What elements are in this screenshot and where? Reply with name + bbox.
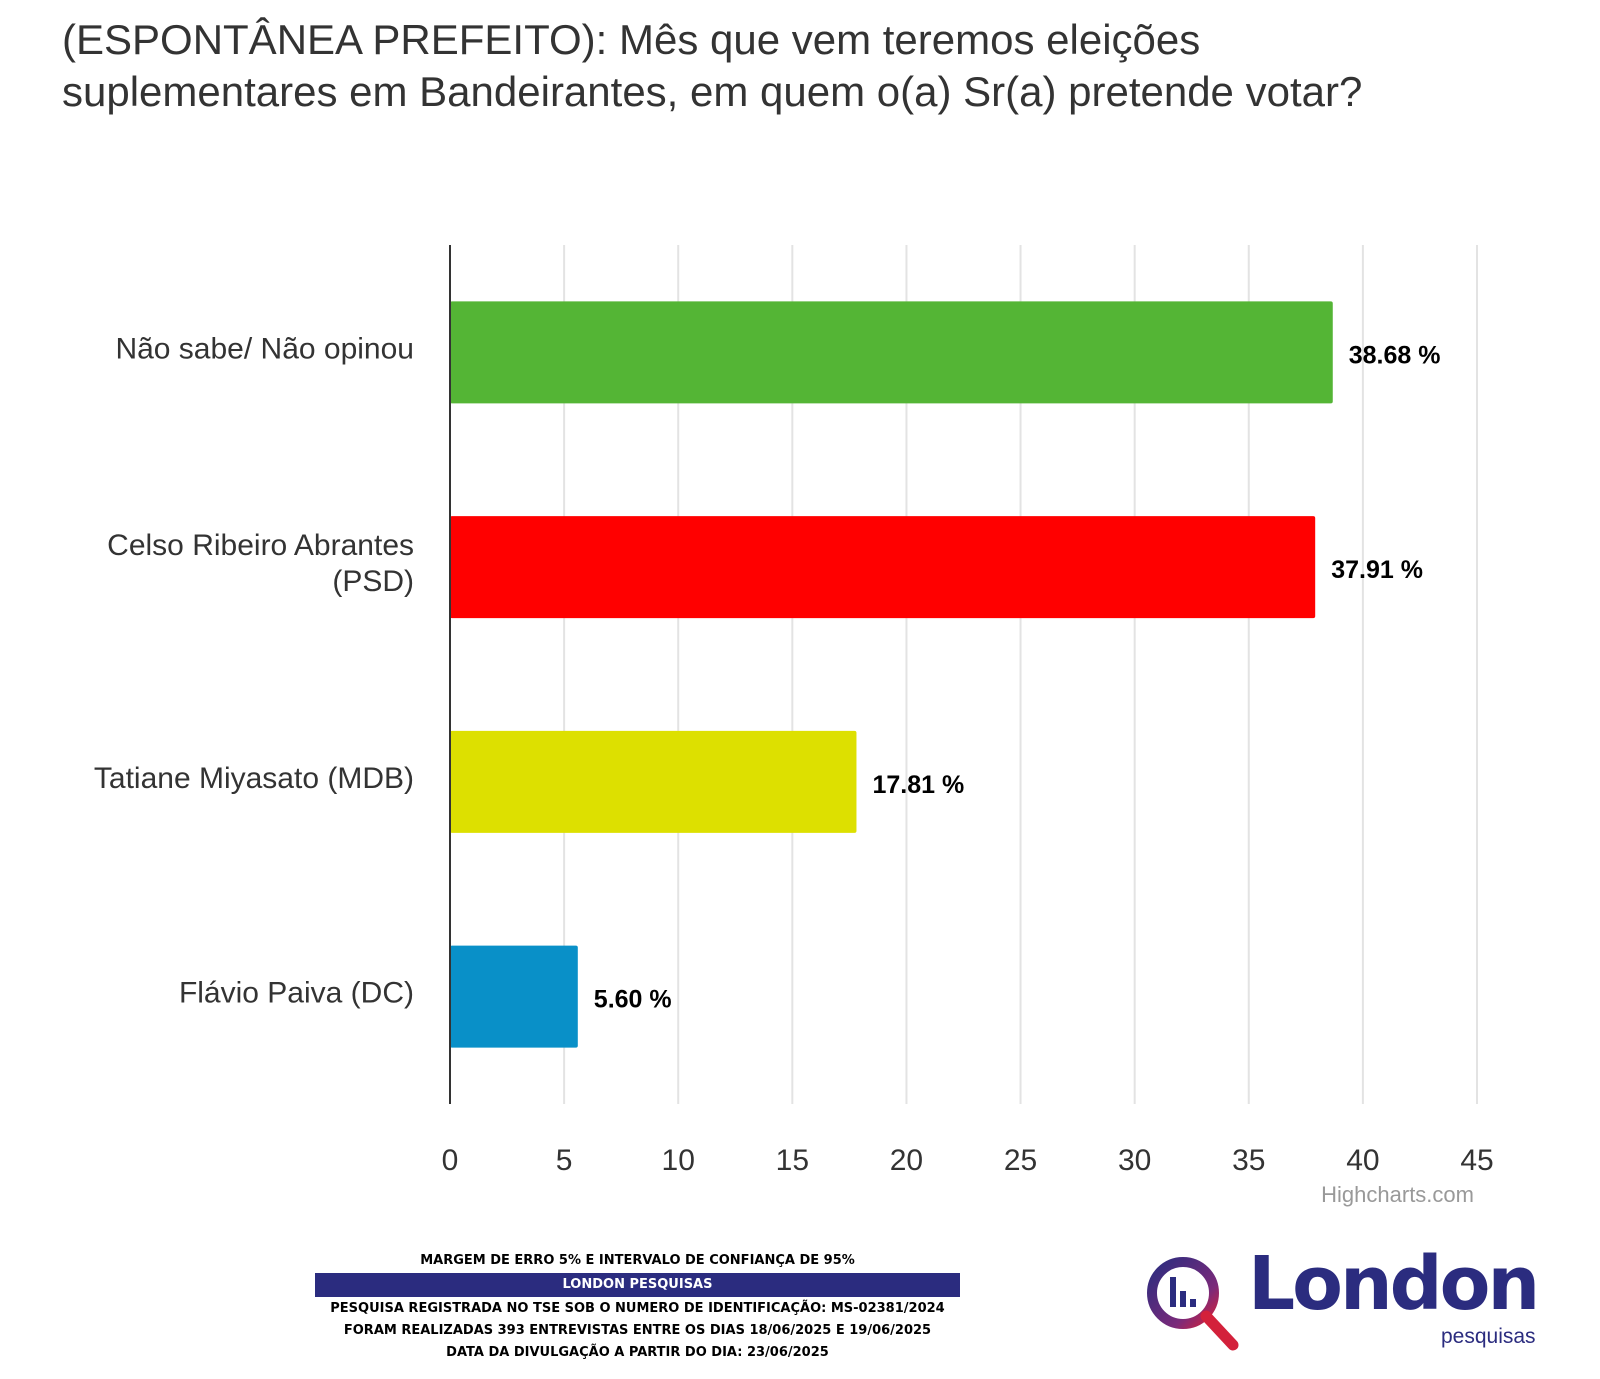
bar [450,730,857,833]
x-tick-label: 40 [1346,1144,1379,1177]
x-tick-label: 10 [662,1144,695,1177]
footer-banner: LONDON PESQUISAS [315,1273,960,1297]
x-tick-label: 25 [1004,1144,1037,1177]
x-tick-label: 45 [1460,1144,1493,1177]
footer-margin-text: MARGEM DE ERRO 5% E INTERVALO DE CONFIAN… [420,1253,855,1268]
footer-interviews-text: FORAM REALIZADAS 393 ENTREVISTAS ENTRE O… [343,1323,932,1338]
x-tick-label: 30 [1118,1144,1151,1177]
bar [450,945,578,1048]
category-labels: Não sabe/ Não opinou Celso Ribeiro Abrant… [94,332,414,1009]
data-label: 37.91 % [1331,556,1423,584]
x-tick-label: 20 [890,1144,923,1177]
category-label: Não sabe/ Não opinou [115,332,414,365]
bar [450,301,1333,404]
category-label: Flávio Paiva (DC) [179,977,414,1010]
data-labels: 38.68 % 37.91 % 17.81 % 5.60 % [594,341,1441,1013]
footer-release-date-text: DATA DA DIVULGAÇÃO A PARTIR DO DIA: 23/0… [446,1345,829,1360]
data-label: 38.68 % [1349,341,1441,369]
logo-wordmark: London [1248,1241,1540,1327]
magnifier-chart-icon [1147,1257,1239,1351]
footer-registration-text: PESQUISA REGISTRADA NO TSE SOB O NUMERO … [330,1301,945,1316]
bars [450,301,1333,1048]
highcharts-credit[interactable]: Highcharts.com [1321,1182,1474,1207]
x-axis-ticks: 0 5 10 15 20 25 30 35 40 45 [442,1144,1494,1177]
london-logo: London pesquisas [1145,1241,1545,1365]
chart-title: (ESPONTÂNEA PREFEITO): Mês que vem terem… [62,16,1363,115]
bar-chart: Não sabe/ Não opinou Celso Ribeiro Abrant… [94,245,1494,1177]
category-label: Tatiane Miyasato (MDB) [94,762,414,795]
x-tick-label: 35 [1232,1144,1265,1177]
x-tick-label: 0 [442,1144,459,1177]
x-tick-label: 15 [776,1144,809,1177]
data-label: 17.81 % [872,771,964,799]
x-tick-label: 5 [556,1144,573,1177]
category-label: Celso Ribeiro Abrantes (PSD) [107,529,414,598]
logo-subtitle: pesquisas [1441,1325,1536,1348]
survey-footer: MARGEM DE ERRO 5% E INTERVALO DE CONFIAN… [315,1250,960,1364]
bar [450,516,1316,619]
data-label: 5.60 % [594,986,672,1014]
